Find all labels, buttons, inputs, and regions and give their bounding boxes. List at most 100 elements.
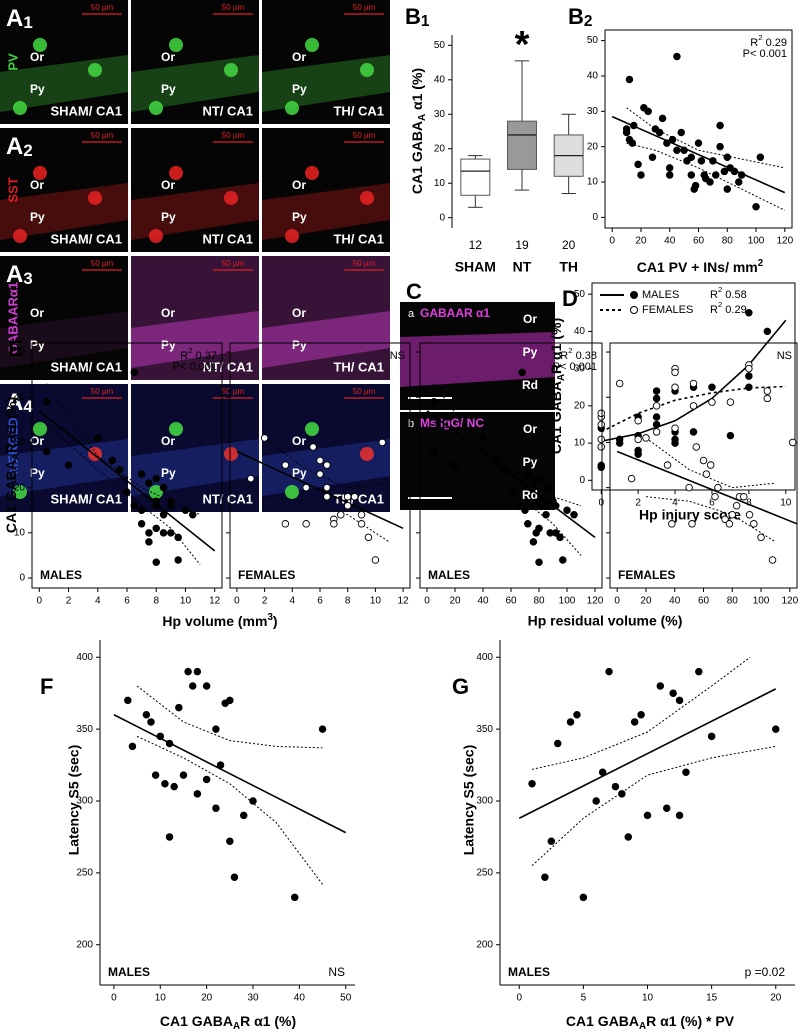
micrograph bbox=[262, 256, 390, 380]
data-point bbox=[597, 443, 605, 451]
data-point bbox=[592, 797, 600, 805]
data-point bbox=[605, 667, 613, 676]
data-point bbox=[628, 139, 637, 147]
layer-label: Py bbox=[292, 338, 307, 352]
data-point bbox=[689, 428, 698, 436]
data-point bbox=[188, 682, 197, 690]
stain-label: PV bbox=[5, 53, 20, 71]
data-point bbox=[652, 428, 661, 436]
data-point bbox=[682, 768, 690, 777]
micrograph bbox=[0, 256, 128, 380]
data-point bbox=[716, 121, 724, 130]
y-tick-label: 10 bbox=[14, 527, 26, 538]
y-tick-label: 350 bbox=[76, 724, 93, 735]
scale-label: 50 µm bbox=[222, 131, 245, 140]
data-point bbox=[538, 501, 546, 510]
data-point bbox=[723, 185, 732, 193]
data-point bbox=[249, 797, 257, 805]
data-point bbox=[152, 558, 160, 566]
data-point bbox=[302, 520, 310, 528]
text-part: 2 bbox=[23, 141, 32, 160]
data-point bbox=[708, 398, 716, 406]
scale-label: 50 µm bbox=[91, 131, 114, 140]
y-tick-label: 50 bbox=[14, 347, 26, 358]
cell-body bbox=[305, 166, 319, 180]
cell-body bbox=[360, 191, 374, 205]
data-point bbox=[723, 153, 732, 162]
x-tick-label: 0 bbox=[234, 596, 240, 607]
data-point bbox=[42, 398, 51, 406]
data-point bbox=[671, 424, 679, 432]
y-tick-label: 20 bbox=[574, 401, 586, 412]
data-point bbox=[725, 520, 734, 528]
scale-label: 50 µm bbox=[353, 131, 376, 140]
data-point bbox=[239, 811, 248, 820]
text-part: CA1 GABA bbox=[409, 121, 425, 194]
y-tick-label: 300 bbox=[76, 796, 93, 807]
data-point bbox=[174, 533, 182, 542]
data-point bbox=[556, 533, 564, 542]
x-axis-title: Hp injury score bbox=[639, 507, 741, 523]
data-point bbox=[709, 157, 717, 165]
panel-label: D bbox=[562, 286, 578, 311]
confidence-band bbox=[531, 656, 751, 770]
data-point bbox=[165, 833, 174, 841]
y-tick-label: 10 bbox=[587, 177, 599, 188]
text-part: A bbox=[417, 114, 428, 121]
box bbox=[507, 120, 537, 170]
x-tick-label: 4 bbox=[672, 498, 678, 509]
annotation: R2 0.29 bbox=[750, 33, 787, 49]
confidence-band bbox=[626, 142, 786, 211]
data-point bbox=[170, 782, 178, 791]
data-point bbox=[745, 364, 753, 373]
annotation: MALES bbox=[508, 965, 550, 979]
data-point bbox=[124, 696, 132, 705]
text-part: CA1 GABA bbox=[160, 1013, 233, 1029]
legend-marker bbox=[630, 291, 638, 299]
data-point bbox=[202, 682, 211, 690]
data-point bbox=[644, 107, 652, 116]
x-axis-title: CA1 GABAAR α1 (%) * PV bbox=[566, 1013, 735, 1032]
text-part: 0.58 bbox=[722, 289, 746, 301]
layer-label: Or bbox=[523, 312, 537, 326]
image-title: GABAAR α1 bbox=[420, 306, 490, 320]
layer-label: Py bbox=[161, 466, 176, 480]
data-point bbox=[343, 492, 352, 501]
data-point bbox=[634, 450, 642, 459]
data-point bbox=[159, 483, 168, 492]
data-point bbox=[634, 417, 642, 425]
text-part: R α1 (%) * PV bbox=[646, 1013, 735, 1029]
condition-label: TH/ CA1 bbox=[333, 231, 384, 246]
data-point bbox=[364, 533, 373, 542]
micrograph bbox=[262, 0, 390, 124]
data-point bbox=[673, 146, 681, 154]
y-tick-label: 40 bbox=[587, 71, 599, 82]
x-tick-label: 12 bbox=[209, 596, 221, 607]
cell-body bbox=[88, 63, 102, 77]
cell-body bbox=[13, 101, 27, 115]
text-part: A bbox=[6, 133, 23, 160]
y-tick-label: 0 bbox=[19, 573, 25, 584]
y-tick-label: 40 bbox=[574, 326, 586, 337]
micrograph bbox=[262, 128, 390, 252]
data-point bbox=[662, 804, 671, 812]
data-point bbox=[663, 461, 672, 469]
condition-label: NT/ CA1 bbox=[202, 359, 253, 374]
y-tick-label: 50 bbox=[574, 289, 586, 300]
data-point bbox=[788, 438, 797, 447]
data-point bbox=[656, 682, 665, 690]
condition-label: SHAM/ CA1 bbox=[50, 359, 122, 374]
data-point bbox=[535, 474, 543, 483]
text-part: R α1 (%) bbox=[240, 1013, 296, 1029]
fit-line bbox=[426, 410, 596, 539]
data-point bbox=[637, 171, 645, 179]
x-tick-label: 60 bbox=[693, 236, 705, 247]
x-tick-label: 50 bbox=[340, 993, 352, 1004]
data-point bbox=[597, 461, 605, 470]
data-point bbox=[708, 383, 716, 391]
cell-body bbox=[360, 447, 374, 461]
x-tick-label: 6 bbox=[124, 596, 130, 607]
panel-label: F bbox=[40, 674, 53, 699]
plot-frame bbox=[591, 282, 796, 491]
condition-label: NT/ CA1 bbox=[202, 491, 253, 506]
